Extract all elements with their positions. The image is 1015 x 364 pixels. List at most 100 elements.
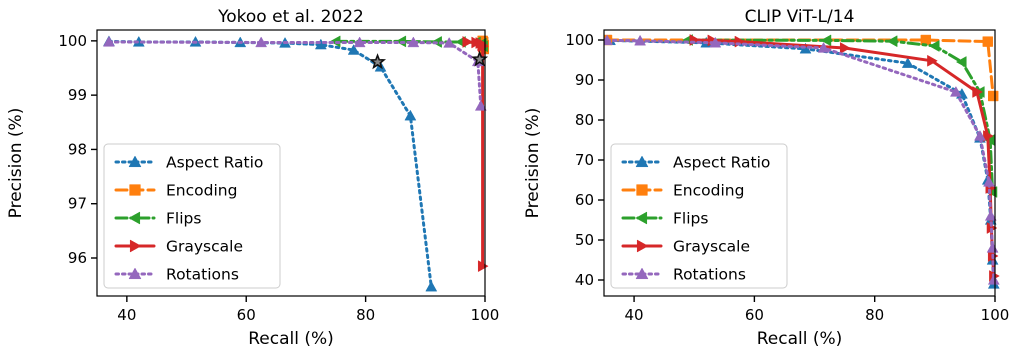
data-point: [886, 35, 898, 48]
data-point: [477, 40, 489, 53]
plot-area: [604, 34, 1000, 289]
legend-label-rotations: Rotations: [673, 266, 746, 284]
legend-label-aspect-ratio: Aspect Ratio: [673, 154, 770, 172]
legend: Aspect Ratio Encoding Flips Grayscale Rotati…: [103, 143, 281, 289]
y-tick-label: 98: [68, 140, 87, 158]
data-point: [353, 36, 366, 48]
data-point: [347, 44, 360, 55]
data-point: [103, 35, 115, 47]
legend: Aspect Ratio Encoding Flips Grayscale Rotati…: [610, 143, 788, 289]
legend-box: [103, 143, 281, 289]
y-tick-label: 100: [565, 31, 594, 49]
data-point: [987, 273, 1000, 285]
legend-marker-encoding: [636, 184, 648, 196]
legend-label-encoding: Encoding: [673, 182, 744, 200]
data-point: [407, 36, 420, 48]
series-line-flips: [686, 38, 995, 194]
x-tick-label: 40: [625, 306, 644, 324]
y-tick-label: 99: [68, 86, 87, 104]
axes-frame: [96, 29, 486, 297]
x-tick-label: 100: [981, 306, 1010, 324]
star-marker-inner: [373, 57, 382, 66]
data-point: [901, 57, 914, 68]
data-point: [928, 40, 940, 52]
legend-marker-aspect-ratio: [128, 155, 142, 168]
data-point: [314, 38, 327, 50]
data-point: [955, 56, 967, 68]
data-point: [983, 130, 994, 142]
legend-marker-encoding: [129, 184, 141, 196]
chart-panel-2: CLIP ViT-L/14 40 60 80 100 40 50 60 70 80 90 100 Rec…: [523, 7, 1009, 349]
chart-panel-1: Yokoo et al. 2022 40 60 80 100 96 97 98 99 100 Rec…: [6, 7, 499, 349]
data-point: [839, 42, 851, 54]
data-point: [820, 34, 832, 47]
series-line-rotations: [107, 40, 483, 108]
legend-label-encoding: Encoding: [166, 182, 237, 200]
data-point: [329, 35, 341, 48]
series-line-grayscale: [465, 40, 485, 268]
data-point: [709, 36, 722, 48]
y-tick-label: 90: [575, 71, 594, 89]
legend-label-rotations: Rotations: [166, 266, 239, 284]
data-point: [462, 36, 474, 48]
y-tick-label: 40: [575, 271, 594, 289]
data-point: [949, 85, 962, 97]
data-point: [972, 86, 983, 98]
legend-label-flips: Flips: [166, 210, 201, 228]
legend-marker-flips: [128, 211, 141, 225]
legend-label-grayscale: Grayscale: [166, 238, 243, 256]
legend-marker-rotations: [635, 267, 649, 280]
legend-label-flips: Flips: [673, 210, 708, 228]
legend-marker-grayscale: [636, 239, 649, 253]
y-axis-label: Precision (%): [523, 108, 543, 219]
x-tick-label: 60: [237, 306, 256, 324]
series-rotations: [604, 34, 1000, 285]
legend-marker-grayscale: [129, 239, 142, 253]
chart-title: CLIP ViT-L/14: [745, 7, 855, 27]
y-tick-label: 50: [575, 231, 594, 249]
data-point: [404, 109, 417, 121]
y-tick-label: 97: [68, 195, 87, 213]
x-tick-label: 80: [865, 306, 884, 324]
data-point: [974, 129, 986, 141]
data-point: [927, 54, 938, 67]
legend-marker-aspect-ratio: [635, 155, 649, 168]
legend-marker-rotations: [128, 267, 142, 280]
y-tick-label: 60: [575, 191, 594, 209]
x-tick-label: 100: [471, 306, 500, 324]
data-point: [982, 36, 993, 47]
data-point: [443, 37, 456, 48]
legend-marker-flips: [635, 211, 648, 225]
chart-title: Yokoo et al. 2022: [217, 7, 364, 27]
data-point: [425, 280, 438, 292]
series-rotations: [103, 35, 487, 111]
axes-frame: [603, 29, 996, 297]
data-point: [987, 90, 999, 102]
series-grayscale: [462, 36, 489, 273]
data-point: [984, 209, 997, 221]
legend-label-aspect-ratio: Aspect Ratio: [166, 154, 263, 172]
y-tick-label: 100: [58, 32, 87, 50]
legend-box: [610, 143, 788, 289]
y-tick-label: 70: [575, 151, 594, 169]
x-axis-label: Recall (%): [248, 329, 334, 349]
x-axis-label: Recall (%): [757, 329, 843, 349]
data-point: [474, 99, 487, 111]
data-point: [634, 34, 647, 46]
legend-label-grayscale: Grayscale: [673, 238, 750, 256]
x-tick-label: 60: [745, 306, 764, 324]
y-tick-label: 80: [575, 111, 594, 129]
data-point: [477, 260, 489, 273]
y-tick-label: 96: [68, 249, 87, 267]
series-line-rotations: [605, 38, 996, 282]
data-point: [986, 241, 999, 253]
data-point: [255, 36, 268, 48]
plot-area: [103, 35, 490, 292]
x-tick-label: 80: [356, 306, 375, 324]
data-point: [817, 41, 830, 53]
y-axis-label: Precision (%): [6, 108, 26, 219]
data-point: [983, 175, 995, 187]
star-marker-inner: [475, 54, 484, 63]
x-tick-label: 40: [117, 306, 136, 324]
